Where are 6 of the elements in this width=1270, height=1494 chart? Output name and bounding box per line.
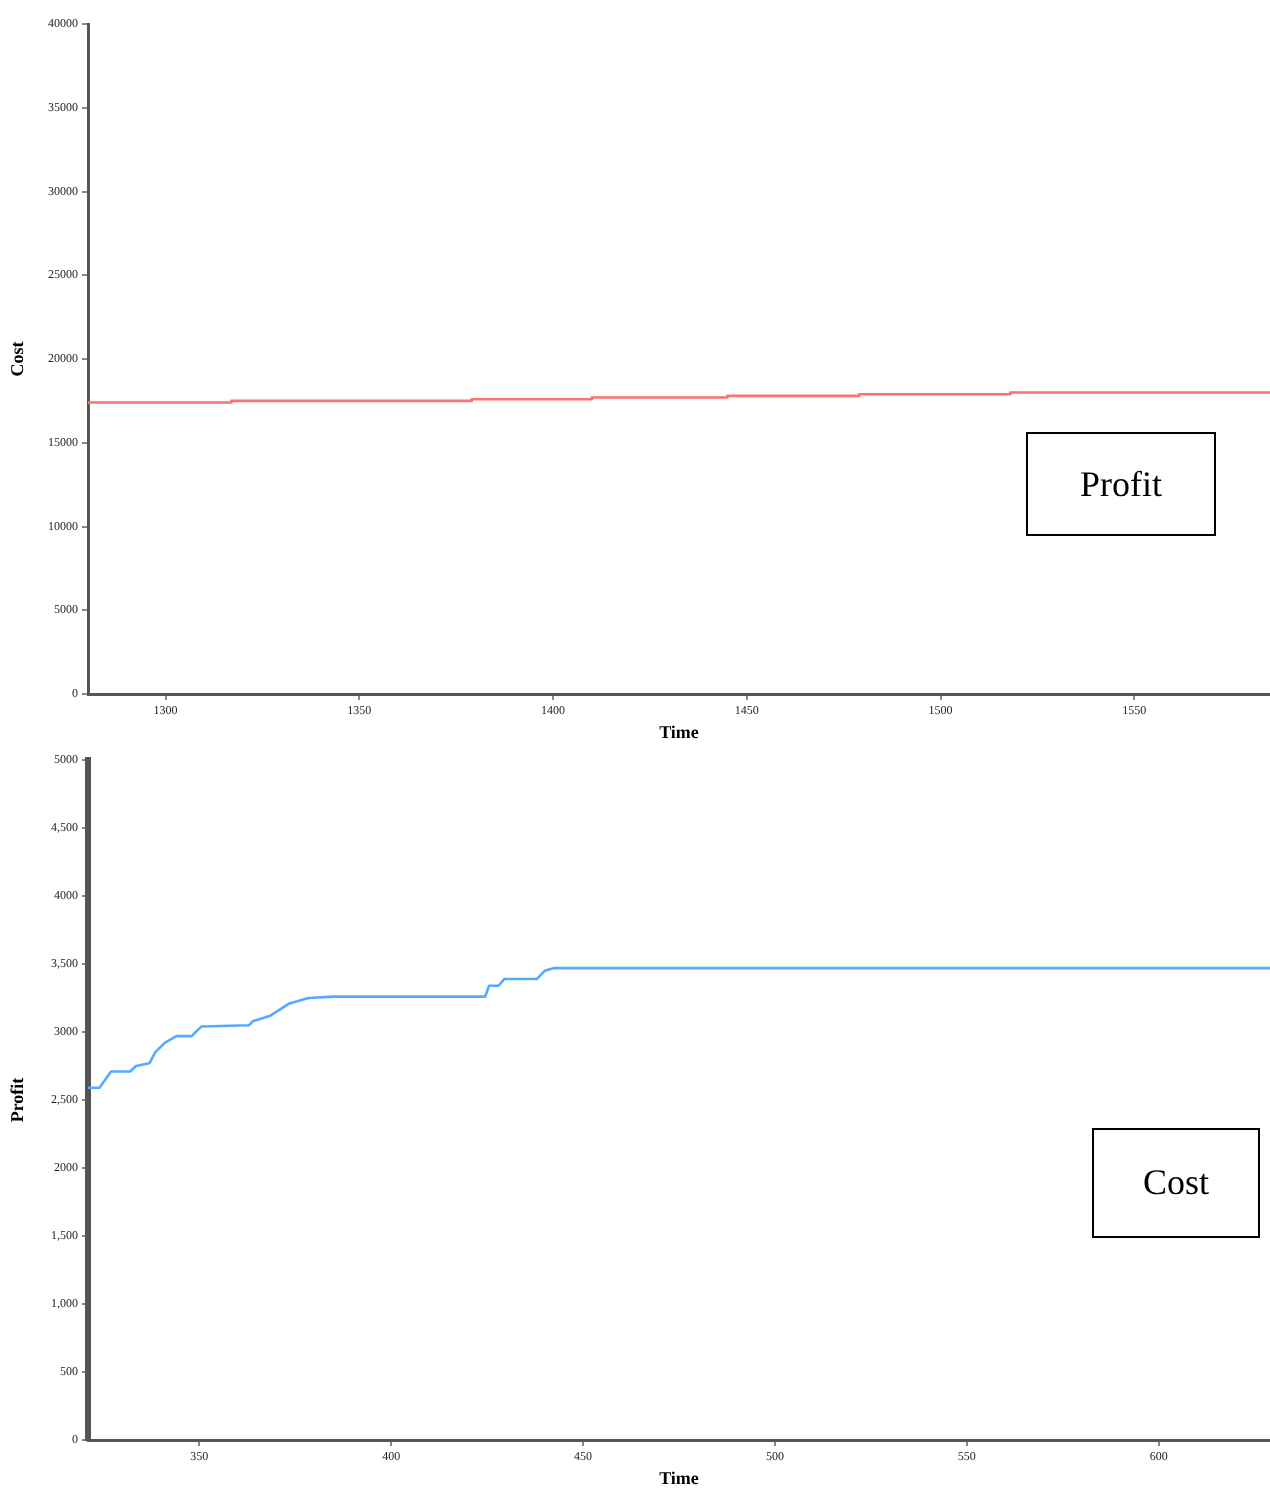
- annotation: Cost: [1092, 1128, 1260, 1238]
- x-axis-title: Time: [659, 1467, 699, 1488]
- y-axis-title: Cost: [7, 341, 28, 377]
- y-axis-title: Profit: [7, 1077, 28, 1123]
- annotation: Profit: [1026, 432, 1216, 536]
- x-axis-title: Time: [659, 721, 699, 742]
